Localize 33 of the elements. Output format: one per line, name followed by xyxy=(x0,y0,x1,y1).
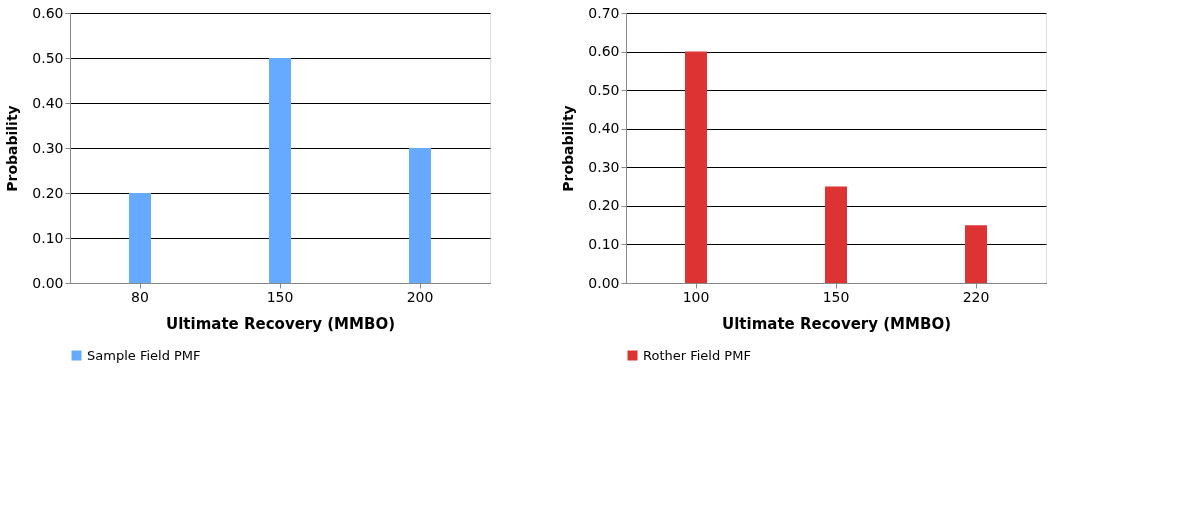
y-tick-label: 0.10 xyxy=(32,229,64,246)
x-tick-label: 150 xyxy=(266,288,294,305)
x-tick-label: 100 xyxy=(682,288,710,305)
x-tick-label: 80 xyxy=(131,288,149,305)
y-tick-label: 0.60 xyxy=(588,43,620,60)
y-tick-label: 0.20 xyxy=(588,197,620,214)
y-tick-label: 0.10 xyxy=(588,235,620,252)
x-axis-title: Ultimate Recovery (MMBO) xyxy=(722,314,951,333)
y-tick-label: 0.40 xyxy=(588,120,620,137)
y-tick-label: 0.40 xyxy=(32,94,64,111)
y-tick-label: 0.30 xyxy=(32,139,64,156)
y-tick-label: 0.50 xyxy=(588,81,620,98)
bar xyxy=(965,225,987,283)
y-tick-label: 0.70 xyxy=(588,4,620,21)
bar xyxy=(825,186,847,283)
legend-label: Rother Field PMF xyxy=(643,347,751,363)
bar xyxy=(409,148,431,283)
y-tick-label: 0.30 xyxy=(588,158,620,175)
x-axis-title: Ultimate Recovery (MMBO) xyxy=(166,314,395,333)
bar xyxy=(129,193,151,283)
y-tick-label: 0.00 xyxy=(588,274,620,291)
legend-label: Sample Field PMF xyxy=(87,347,201,363)
y-tick-label: 0.20 xyxy=(32,184,64,201)
bar xyxy=(269,58,291,283)
x-tick-label: 220 xyxy=(962,288,990,305)
y-tick-label: 0.00 xyxy=(32,274,64,291)
y-tick-label: 0.50 xyxy=(32,49,64,66)
y-tick-label: 0.60 xyxy=(32,4,64,21)
y-axis-title: Probability xyxy=(4,105,21,192)
x-tick-label: 200 xyxy=(406,288,434,305)
bar xyxy=(685,51,707,283)
y-axis-title: Probability xyxy=(560,105,577,192)
x-tick-label: 150 xyxy=(822,288,850,305)
